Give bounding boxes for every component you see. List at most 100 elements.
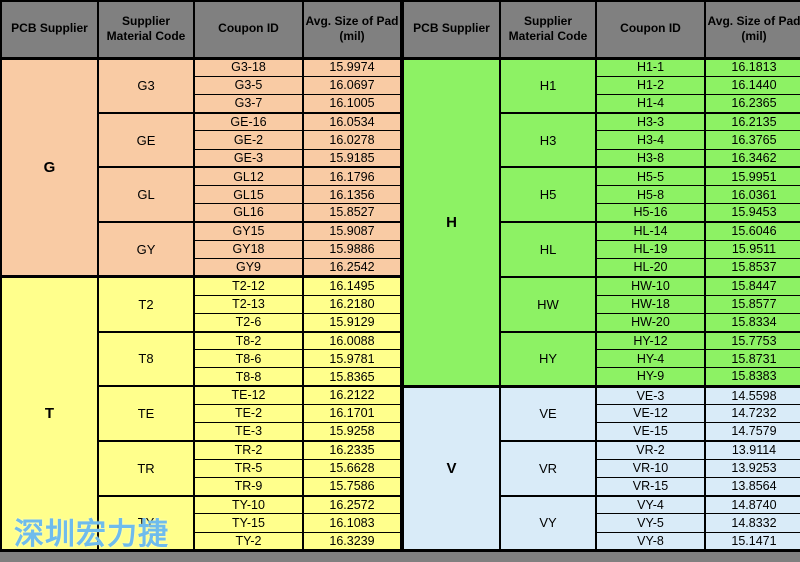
coupon-id-cell: H1-1 (595, 57, 706, 77)
data-table-left: PCB Supplier Supplier Material Code Coupon… (0, 0, 402, 553)
table-row: TR-9 15.7586 (1, 476, 402, 497)
material-code-cell: HY (499, 331, 597, 388)
pad-size-cell: 15.9258 (302, 422, 402, 442)
material-code-cell: VE (499, 385, 597, 442)
table-row: H5-8 16.0361 (403, 185, 800, 205)
coupon-id-cell: T8-2 (193, 331, 304, 351)
coupon-id-cell: T2-12 (193, 276, 304, 296)
header-cell: Supplier Material Code (499, 0, 597, 60)
coupon-id-cell: TE-2 (193, 403, 304, 424)
table-row: HW HW-10 15.8447 (403, 276, 800, 333)
coupon-id-cell: HW-20 (595, 312, 706, 333)
pad-size-cell: 15.9129 (302, 312, 402, 333)
pad-size-cell: 16.1813 (704, 57, 800, 77)
pad-size-cell: 16.3765 (704, 130, 800, 150)
header-cell: Coupon ID (193, 0, 304, 60)
coupon-id-cell: TR-5 (193, 458, 304, 478)
table-row: VE-15 14.7579 (403, 422, 800, 442)
pad-size-cell: 16.1356 (302, 185, 402, 205)
coupon-id-cell: HW-18 (595, 294, 706, 314)
table-row: VR-15 13.8564 (403, 476, 800, 497)
pad-size-cell: 15.9511 (704, 239, 800, 260)
coupon-id-cell: H5-5 (595, 166, 706, 187)
pad-size-cell: 15.8447 (704, 276, 800, 296)
coupon-id-cell: GL16 (193, 203, 304, 224)
pad-size-cell: 15.8527 (302, 203, 402, 224)
coupon-id-cell: G3-18 (193, 57, 304, 77)
pad-size-cell: 15.9781 (302, 349, 402, 369)
pad-size-cell: 15.7753 (704, 331, 800, 351)
table-row: TR-5 15.6628 (1, 458, 402, 478)
table-row: TE-3 15.9258 (1, 422, 402, 442)
coupon-id-cell: VY-8 (595, 531, 706, 553)
table-row: G3-7 16.1005 (1, 93, 402, 114)
table-row: HY-9 15.8383 (403, 367, 800, 388)
coupon-id-cell: GL12 (193, 166, 304, 187)
table-row: H3-4 16.3765 (403, 130, 800, 150)
table-row: GY9 16.2542 (1, 258, 402, 279)
material-code-cell: H5 (499, 166, 597, 224)
material-code-cell: VR (499, 440, 597, 497)
table-row: HY-4 15.8731 (403, 349, 800, 369)
table-row: H1-4 16.2365 (403, 93, 800, 114)
coupon-id-cell: HY-9 (595, 367, 706, 388)
coupon-id-cell: T2-6 (193, 312, 304, 333)
pad-size-cell: 15.6046 (704, 221, 800, 241)
pad-size-cell: 15.8731 (704, 349, 800, 369)
coupon-id-cell: H5-8 (595, 185, 706, 205)
pad-size-cell: 15.8334 (704, 312, 800, 333)
table-header: PCB Supplier Supplier Material Code Coupon… (0, 0, 402, 60)
coupon-id-cell: TE-12 (193, 385, 304, 405)
coupon-id-cell: TY-10 (193, 495, 304, 515)
coupon-id-cell: HW-10 (595, 276, 706, 296)
coupon-id-cell: VY-4 (595, 495, 706, 515)
coupon-id-cell: GY9 (193, 258, 304, 279)
material-code-cell: G3 (97, 57, 195, 114)
coupon-id-cell: H3-4 (595, 130, 706, 150)
coupon-id-cell: VR-10 (595, 458, 706, 478)
table-row: H3-8 16.3462 (403, 148, 800, 169)
pad-size-cell: 13.9253 (704, 458, 800, 478)
material-code-cell: HL (499, 221, 597, 278)
coupon-id-cell: H5-16 (595, 203, 706, 224)
header-cell: PCB Supplier (402, 0, 501, 60)
pad-size-cell: 13.9114 (704, 440, 800, 460)
table-row: HY HY-12 15.7753 (403, 331, 800, 388)
header-cell: PCB Supplier (0, 0, 99, 60)
material-code-cell: TY (97, 495, 195, 552)
coupon-id-cell: VE-3 (595, 385, 706, 405)
coupon-id-cell: VR-2 (595, 440, 706, 460)
header-cell: Supplier Material Code (97, 0, 195, 60)
table-row: TR TR-2 16.2335 (1, 440, 402, 497)
header-row: PCB Supplier Supplier Material Code Coupon… (0, 0, 402, 60)
header-cell: Avg. Size of Pad (mil) (704, 0, 800, 60)
pad-size-cell: 15.9951 (704, 166, 800, 187)
supplier-cell: G (0, 57, 99, 279)
coupon-id-cell: T8-8 (193, 367, 304, 388)
pad-size-cell: 16.1796 (302, 166, 402, 187)
table-row: T8 T8-2 16.0088 (1, 331, 402, 388)
coupon-id-cell: GY18 (193, 239, 304, 260)
pad-size-cell: 16.2135 (704, 112, 800, 132)
pad-size-cell: 16.1495 (302, 276, 402, 296)
pad-size-cell: 16.0361 (704, 185, 800, 205)
pad-size-cell: 15.9974 (302, 57, 402, 77)
coupon-id-cell: TY-15 (193, 513, 304, 533)
table-row: VY VY-4 14.8740 (403, 495, 800, 552)
table-row: GE GE-16 16.0534 (1, 112, 402, 169)
table-row: H3 H3-3 16.2135 (403, 112, 800, 169)
pad-size-cell: 16.2335 (302, 440, 402, 460)
material-code-cell: TE (97, 385, 195, 442)
coupon-id-cell: GE-2 (193, 130, 304, 150)
coupon-id-cell: VE-15 (595, 422, 706, 442)
pad-size-cell: 13.8564 (704, 476, 800, 497)
material-code-cell: HW (499, 276, 597, 333)
table-body: G G3 G3-18 15.9974 G3-5 16.0697 G3-7 16.1005 GE G… (0, 57, 402, 553)
table-row: TY-2 16.3239 (1, 531, 402, 553)
table-row: V VE VE-3 14.5598 (402, 385, 800, 553)
table-row: HL-20 15.8537 (403, 258, 800, 278)
table-row: T8-6 15.9781 (1, 349, 402, 369)
pad-size-cell: 16.1440 (704, 75, 800, 95)
pad-size-cell: 15.9453 (704, 203, 800, 224)
